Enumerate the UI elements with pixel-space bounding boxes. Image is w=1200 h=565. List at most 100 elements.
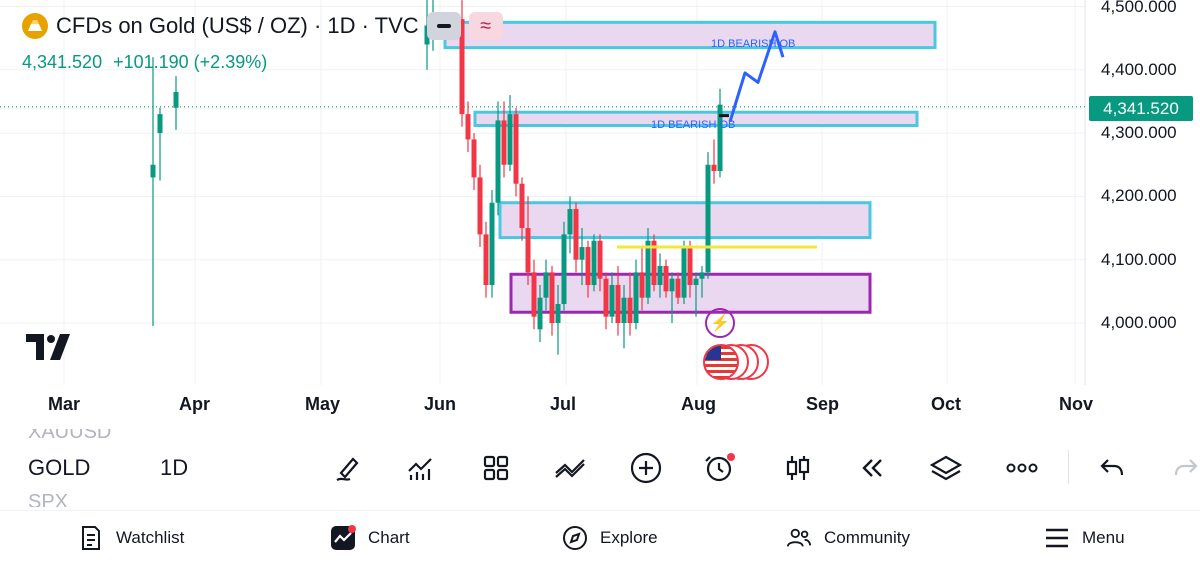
candle-body	[717, 104, 723, 172]
time-axis-label: Sep	[806, 394, 840, 414]
order-block-zone	[473, 110, 919, 128]
timeframe-selector[interactable]: 1D	[160, 455, 189, 480]
order-block-zone	[443, 20, 937, 50]
candle	[525, 196, 531, 286]
candle-body	[459, 19, 465, 115]
indicators-icon[interactable]	[400, 448, 440, 488]
candle	[681, 240, 687, 305]
time-axis-label: Jun	[424, 394, 457, 414]
candle	[621, 285, 627, 349]
candle	[639, 247, 645, 311]
nav-explore[interactable]: Explore	[562, 525, 658, 551]
candle-body	[579, 247, 585, 260]
price-axis-label: 4,400.000	[1101, 59, 1177, 79]
collapse-button[interactable]	[426, 12, 461, 40]
candle-body	[645, 240, 651, 298]
candle	[627, 272, 633, 336]
candle	[567, 196, 573, 254]
candle-body	[501, 120, 507, 165]
candle-body	[471, 139, 477, 178]
price-axis-label: 4,000.000	[1101, 313, 1177, 332]
community-icon	[786, 525, 812, 551]
candle	[157, 107, 163, 181]
symbol-below[interactable]: SPX	[28, 491, 69, 513]
candle	[495, 101, 501, 216]
candle-body	[525, 228, 531, 273]
candle	[549, 266, 555, 336]
candle-body	[669, 278, 675, 292]
candle-body	[573, 209, 579, 260]
candle-body	[663, 266, 669, 292]
candle	[555, 285, 561, 355]
chart-area[interactable]: CFDs on Gold (US$ / OZ) · 1D · TVC ≈ 4,3…	[0, 0, 1200, 425]
candle-body	[591, 240, 597, 286]
candles-icon[interactable]	[778, 448, 818, 488]
candle	[663, 259, 669, 298]
candle	[585, 240, 591, 298]
candle-body	[657, 266, 663, 286]
replay-icon[interactable]	[852, 448, 892, 488]
minus-icon	[436, 24, 451, 28]
events-lightning-icon[interactable]: ⚡	[705, 308, 735, 338]
candle-body	[507, 114, 513, 165]
candle-body	[651, 240, 657, 286]
nav-menu-label: Menu	[1082, 528, 1125, 547]
ob-label-upper: 1D BEARISH OB	[711, 38, 796, 50]
candle	[459, 0, 465, 127]
us-events-flags-icon[interactable]	[703, 344, 771, 380]
nav-chart[interactable]: Chart	[330, 525, 410, 551]
layers-icon[interactable]	[926, 448, 966, 488]
watchlist-icon	[78, 525, 104, 551]
symbol-current[interactable]: GOLD	[28, 455, 91, 480]
candle-body	[150, 164, 156, 178]
time-axis-label: Jul	[550, 394, 577, 414]
candle-body	[567, 209, 573, 235]
candle-body	[627, 297, 633, 323]
candle	[693, 272, 699, 317]
candle	[477, 164, 483, 248]
symbol-above[interactable]: XAUUSD	[28, 421, 112, 443]
candle	[537, 285, 543, 342]
layout-grid-icon[interactable]	[476, 448, 516, 488]
candle	[651, 234, 657, 292]
symbol-title[interactable]: CFDs on Gold (US$ / OZ) · 1D · TVC	[56, 13, 419, 38]
candle-body	[699, 272, 705, 279]
wave-button[interactable]: ≈	[468, 12, 503, 40]
chart-header: CFDs on Gold (US$ / OZ) · 1D · TVC ≈	[22, 12, 503, 40]
candle-body	[483, 234, 489, 286]
candle	[645, 228, 651, 305]
candle-body	[489, 202, 495, 286]
candle-body	[693, 278, 699, 286]
candle-body	[531, 272, 537, 317]
redo-icon[interactable]	[1166, 448, 1200, 488]
last-price: 4,341.520	[22, 52, 103, 72]
candle-body	[173, 91, 179, 108]
undo-icon[interactable]	[1092, 448, 1132, 488]
candle	[597, 234, 603, 292]
nav-menu[interactable]: Menu	[1044, 525, 1125, 551]
pen-icon[interactable]	[328, 448, 368, 488]
candle-body	[513, 114, 519, 184]
compass-icon	[562, 525, 588, 551]
nav-community[interactable]: Community	[786, 525, 910, 551]
candle	[669, 272, 675, 323]
price-axis-label: 4,300.000	[1101, 123, 1177, 143]
more-icon[interactable]	[1002, 448, 1042, 488]
add-icon[interactable]	[626, 448, 666, 488]
candle	[173, 76, 179, 130]
time-axis-label: Oct	[931, 394, 962, 414]
nav-watchlist[interactable]: Watchlist	[78, 525, 184, 551]
price-chart[interactable]	[0, 0, 1200, 425]
nav-watchlist-label: Watchlist	[116, 528, 185, 547]
time-axis-label: Nov	[1059, 394, 1094, 414]
candle	[609, 272, 615, 323]
candle-body	[687, 247, 693, 286]
alert-clock-icon[interactable]	[700, 448, 740, 488]
time-axis-label: Aug	[681, 394, 716, 414]
patterns-icon[interactable]	[550, 448, 590, 488]
candle	[603, 272, 609, 330]
candle	[615, 266, 621, 336]
candle	[561, 221, 567, 311]
candle	[699, 266, 705, 298]
candle-body	[555, 304, 561, 323]
